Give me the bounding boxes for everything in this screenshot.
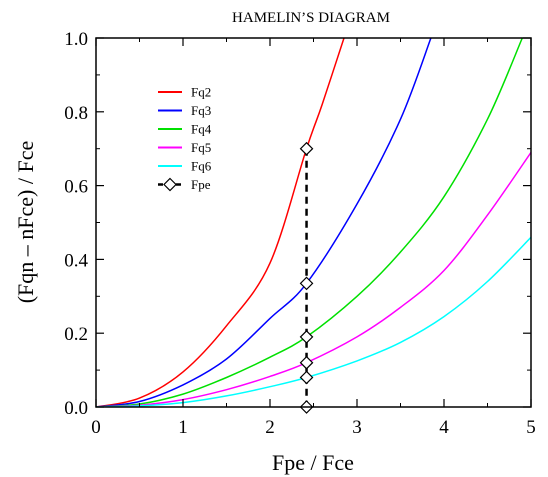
fpe-marker-1 bbox=[299, 276, 314, 291]
y-tick-label: 0.2 bbox=[64, 324, 88, 345]
legend-label-fq4: Fq4 bbox=[191, 122, 212, 137]
series-line-fq5 bbox=[96, 151, 531, 407]
legend-label-fq2: Fq2 bbox=[191, 85, 211, 100]
y-axis-label: (Fqn – nFce) / Fce bbox=[13, 141, 38, 304]
x-tick-label: 2 bbox=[265, 417, 275, 438]
y-tick-label: 1.0 bbox=[64, 29, 88, 50]
series-line-fq2 bbox=[96, 38, 345, 407]
fpe-marker-0 bbox=[299, 141, 314, 156]
legend: Fq2 Fq3 Fq4 Fq5 Fq6 Fpe bbox=[158, 85, 212, 192]
legend-marker-fpe bbox=[163, 177, 177, 192]
chart-title: HAMELIN’S DIAGRAM bbox=[232, 10, 390, 26]
fpe-marker-2 bbox=[299, 330, 314, 344]
legend-label-fq6: Fq6 bbox=[191, 159, 212, 174]
series-line-fq6 bbox=[96, 236, 531, 407]
fpe-line-group bbox=[299, 141, 314, 414]
y-tick-label: 0.4 bbox=[64, 250, 88, 271]
x-tick-label: 3 bbox=[352, 417, 362, 438]
x-tick-label: 4 bbox=[439, 417, 449, 438]
fpe-marker-4 bbox=[299, 370, 314, 385]
series-line-fq4 bbox=[96, 38, 523, 407]
legend-label-fq3: Fq3 bbox=[191, 103, 211, 118]
series-line-fq3 bbox=[96, 38, 432, 407]
x-tick-label: 5 bbox=[526, 417, 536, 438]
x-tick-labels: 0 1 2 3 4 5 bbox=[91, 417, 536, 438]
y-tick-label: 0.6 bbox=[64, 177, 88, 198]
x-axis-label: Fpe / Fce bbox=[272, 450, 354, 475]
legend-label-fq5: Fq5 bbox=[191, 140, 211, 155]
x-tick-label: 1 bbox=[178, 417, 188, 438]
y-tick-label: 0.0 bbox=[64, 398, 88, 419]
legend-label-fpe: Fpe bbox=[191, 177, 211, 192]
y-tick-labels: 0.0 0.2 0.4 0.6 0.8 1.0 bbox=[64, 29, 88, 419]
x-tick-label: 0 bbox=[91, 417, 101, 438]
curves bbox=[96, 38, 531, 407]
axis-ticks bbox=[95, 37, 532, 408]
plot-area bbox=[95, 37, 532, 414]
fpe-marker-3 bbox=[299, 355, 314, 370]
plot-frame bbox=[95, 37, 532, 408]
y-tick-label: 0.8 bbox=[64, 103, 88, 124]
